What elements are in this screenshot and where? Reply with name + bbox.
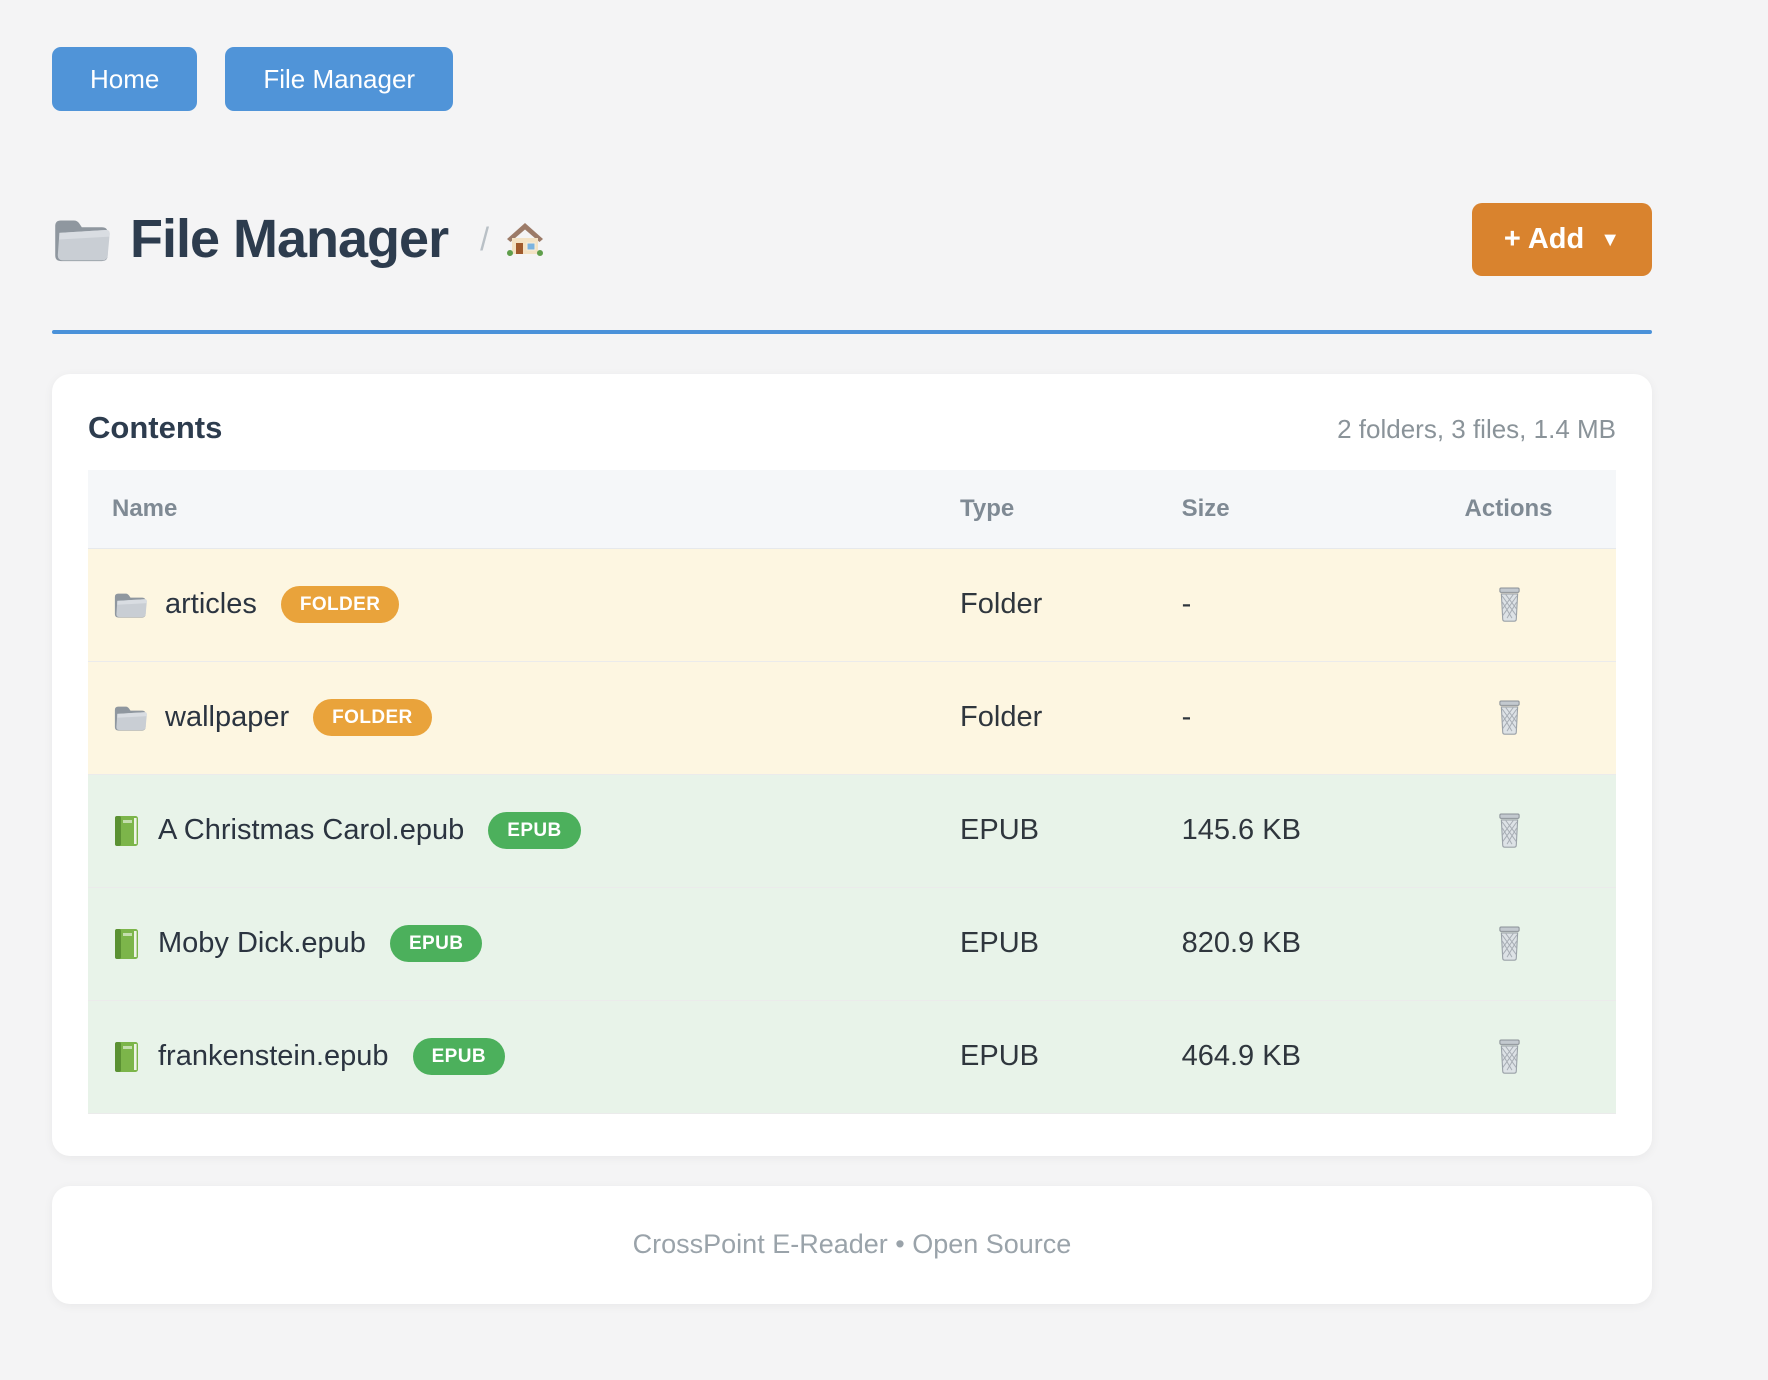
column-header-type: Type	[960, 494, 1015, 522]
column-header-actions: Actions	[1464, 494, 1553, 522]
page-title: File Manager	[130, 208, 449, 269]
footer-text: CrossPoint E-Reader • Open Source	[632, 1229, 1072, 1259]
file-name-link[interactable]: wallpaper	[165, 701, 290, 733]
size-cell: 145.6 KB	[1181, 814, 1301, 846]
accent-divider	[52, 330, 1652, 334]
file-name-link[interactable]: A Christmas Carol.epub	[158, 814, 465, 846]
epub-book-icon	[113, 815, 140, 847]
type-badge: EPUB	[412, 1038, 505, 1075]
table-body: articles FOLDER Folder - wallpaper FOLDE…	[88, 548, 1616, 1113]
type-badge: EPUB	[389, 925, 483, 962]
size-cell: 464.9 KB	[1181, 1040, 1301, 1072]
column-header-size: Size	[1181, 494, 1230, 522]
type-cell: EPUB	[960, 1040, 1040, 1072]
add-button-label: + Add	[1503, 223, 1585, 255]
trash-icon	[1494, 812, 1525, 849]
home-button[interactable]: Home	[52, 47, 198, 111]
delete-button[interactable]	[1484, 693, 1535, 742]
size-cell: -	[1181, 701, 1192, 733]
file-name-link[interactable]: frankenstein.epub	[158, 1040, 389, 1072]
epub-book-icon	[113, 928, 140, 960]
table-header-row: Name Type Size Actions	[88, 470, 1616, 548]
file-name-link[interactable]: Moby Dick.epub	[158, 927, 366, 959]
table-row: Moby Dick.epub EPUB EPUB 820.9 KB	[88, 887, 1616, 1000]
title-group: File Manager /	[52, 208, 545, 269]
size-cell: -	[1181, 588, 1192, 620]
files-table: Name Type Size Actions articles FOLDER F…	[88, 470, 1616, 1114]
top-nav: Home File Manager	[52, 0, 1652, 111]
page: Home File Manager File Manager / + Add ▼…	[52, 0, 1652, 1304]
table-row: A Christmas Carol.epub EPUB EPUB 145.6 K…	[88, 774, 1616, 887]
epub-book-icon	[113, 1041, 140, 1073]
house-icon	[505, 220, 545, 258]
table-row: frankenstein.epub EPUB EPUB 464.9 KB	[88, 1000, 1616, 1113]
delete-button[interactable]	[1484, 580, 1535, 629]
trash-icon	[1494, 925, 1525, 962]
folder-icon	[52, 214, 110, 264]
trash-icon	[1494, 586, 1525, 623]
contents-card: Contents 2 folders, 3 files, 1.4 MB Name…	[52, 374, 1652, 1156]
table-row: wallpaper FOLDER Folder -	[88, 661, 1616, 774]
delete-button[interactable]	[1484, 806, 1535, 855]
page-header: File Manager / + Add ▼	[52, 203, 1652, 276]
type-badge: EPUB	[488, 812, 581, 849]
type-badge: FOLDER	[313, 699, 432, 736]
type-badge: FOLDER	[280, 586, 400, 623]
type-cell: EPUB	[960, 927, 1040, 959]
breadcrumb-home[interactable]	[505, 220, 545, 258]
type-cell: Folder	[960, 701, 1043, 733]
size-cell: 820.9 KB	[1181, 927, 1301, 959]
contents-heading: Contents	[88, 410, 223, 445]
file-name-link[interactable]: articles	[165, 588, 257, 620]
breadcrumb-separator: /	[480, 220, 489, 257]
type-cell: EPUB	[960, 814, 1040, 846]
delete-button[interactable]	[1484, 1032, 1535, 1081]
trash-icon	[1494, 699, 1525, 736]
delete-button[interactable]	[1484, 919, 1535, 968]
folder-icon	[113, 590, 147, 619]
footer-card: CrossPoint E-Reader • Open Source	[52, 1185, 1652, 1304]
file-manager-button[interactable]: File Manager	[225, 47, 454, 111]
folder-icon	[113, 703, 147, 732]
column-header-name: Name	[112, 494, 178, 522]
table-row: articles FOLDER Folder -	[88, 548, 1616, 661]
add-button[interactable]: + Add ▼	[1471, 203, 1652, 276]
contents-header: Contents 2 folders, 3 files, 1.4 MB	[88, 410, 1616, 446]
trash-icon	[1494, 1038, 1525, 1075]
contents-summary: 2 folders, 3 files, 1.4 MB	[1337, 414, 1616, 444]
chevron-down-icon: ▼	[1600, 228, 1620, 251]
type-cell: Folder	[960, 588, 1043, 620]
